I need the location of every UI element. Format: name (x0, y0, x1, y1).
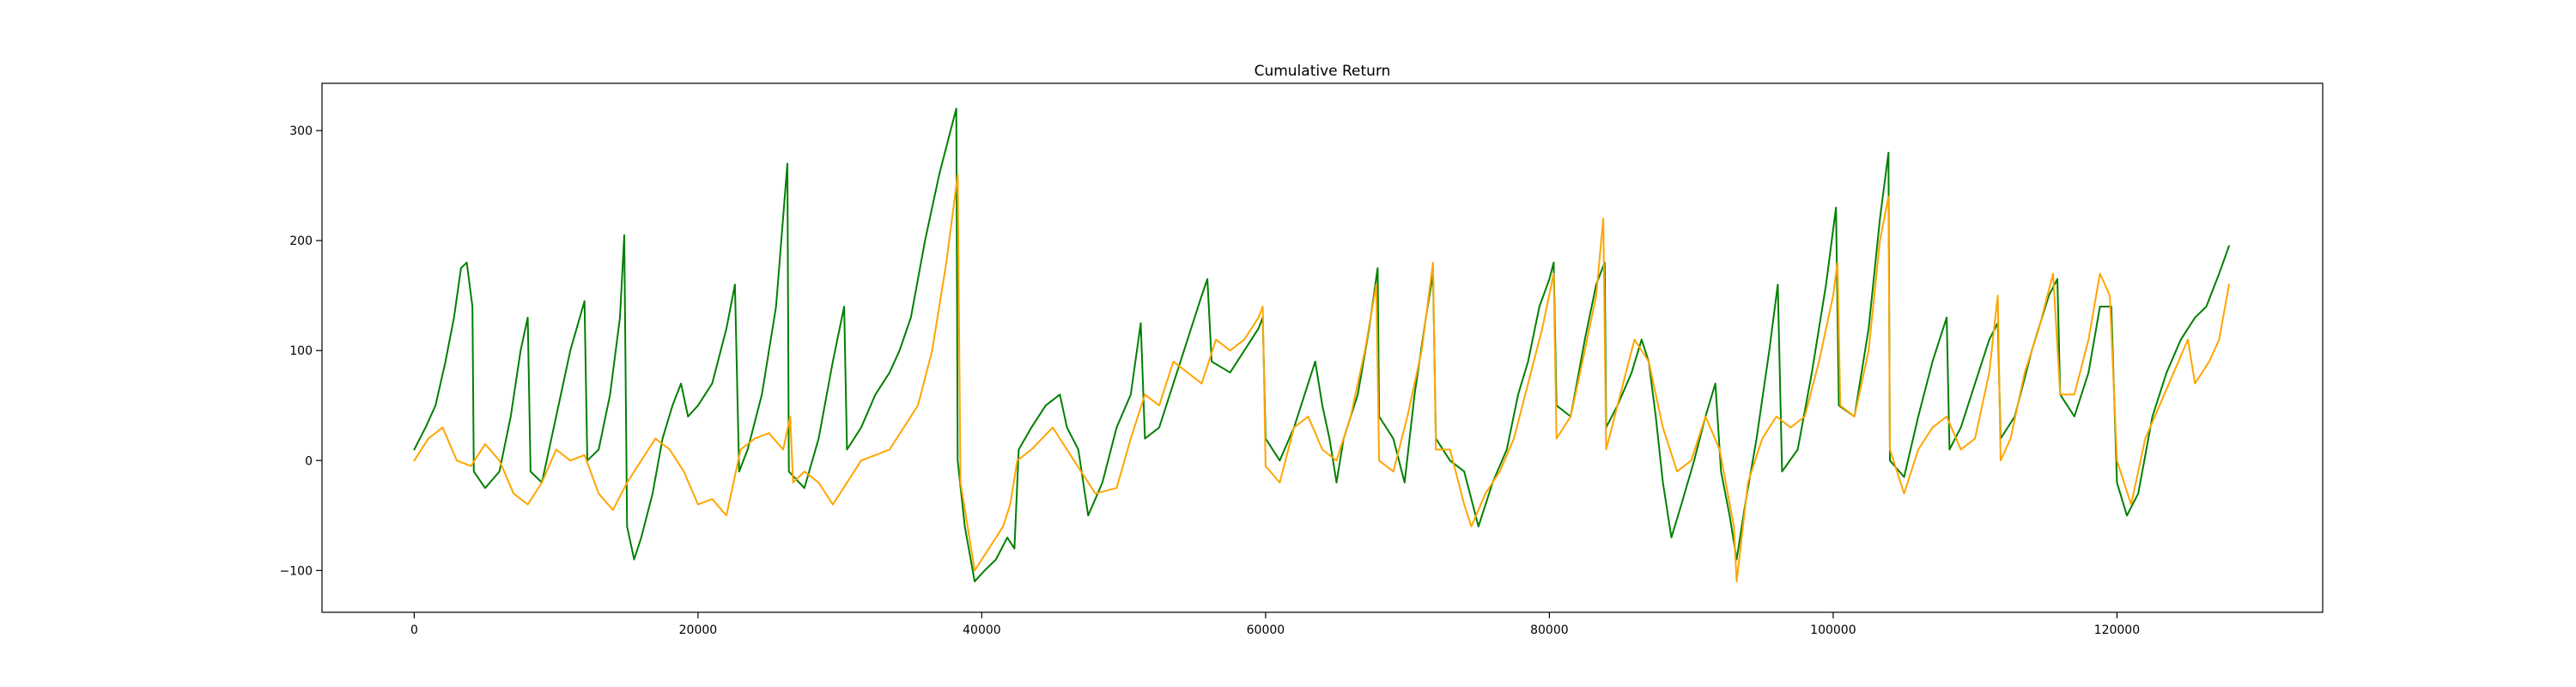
x-axis: 0 20000 40000 60000 80000 100000 120000 (410, 612, 2140, 637)
y-tick-label: 200 (289, 234, 313, 248)
y-tick-label: −100 (280, 564, 313, 578)
x-tick-label: 60000 (1247, 623, 1285, 637)
x-tick-label: 120000 (2094, 623, 2140, 637)
y-tick-label: 300 (289, 125, 313, 138)
x-tick-label: 0 (410, 623, 418, 637)
y-tick-label: 0 (305, 454, 313, 468)
chart-title: Cumulative Return (1255, 63, 1391, 80)
y-axis: −100 0 100 200 300 (280, 125, 322, 578)
axes-frame (321, 82, 2324, 613)
series-line-2 (413, 173, 2230, 583)
x-tick-label: 40000 (963, 623, 1001, 637)
x-tick-label: 100000 (1810, 623, 1856, 637)
series-layer (413, 107, 2230, 583)
y-tick-label: 100 (289, 344, 313, 358)
x-tick-label: 20000 (679, 623, 718, 637)
x-tick-label: 80000 (1530, 623, 1569, 637)
plot-area: 0 20000 40000 60000 80000 100000 120000 −100 0 1… (280, 82, 2324, 637)
